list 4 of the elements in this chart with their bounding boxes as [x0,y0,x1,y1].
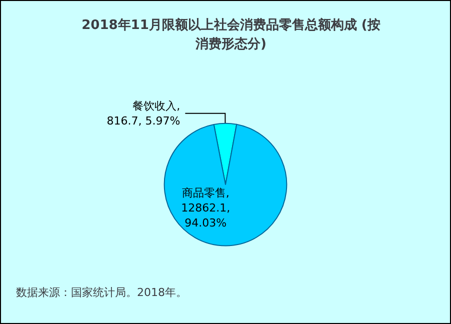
chart-title: 2018年11月限额以上社会消费品零售总额构成 (按消费形态分) [82,17,380,52]
slice-label: 餐饮收入, 816.7, 5.97% [106,99,180,128]
slice-label: 商品零售, 12862.1, 94.03% [181,186,230,230]
source-note: 数据来源：国家统计局。2018年。 [16,286,187,299]
